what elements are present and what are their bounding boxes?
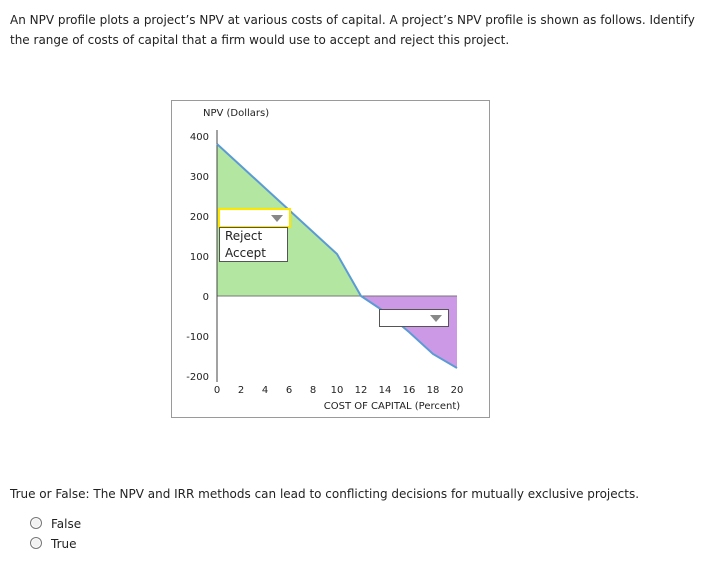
x-tick-label: 4 bbox=[262, 385, 268, 396]
x-tick-label: 18 bbox=[427, 385, 440, 396]
x-tick-label: 2 bbox=[238, 385, 244, 396]
x-tick-label: 16 bbox=[403, 385, 416, 396]
y-tick-label: 200 bbox=[190, 212, 209, 223]
reject-region-dropdown[interactable] bbox=[379, 309, 449, 327]
x-tick-label: 10 bbox=[331, 385, 344, 396]
y-axis-label: NPV (Dollars) bbox=[203, 108, 269, 119]
x-tick-label: 0 bbox=[214, 385, 220, 396]
true-false-question: True or False: The NPV and IRR methods c… bbox=[10, 487, 640, 501]
y-tick-label: 300 bbox=[190, 172, 209, 183]
x-tick-label: 14 bbox=[379, 385, 392, 396]
x-axis-label: COST OF CAPITAL (Percent) bbox=[324, 401, 461, 412]
x-tick-label: 12 bbox=[355, 385, 368, 396]
radio-button-true[interactable] bbox=[30, 537, 42, 549]
npv-profile-line bbox=[216, 143, 458, 369]
y-tick-label: -100 bbox=[186, 332, 209, 343]
chevron-down-icon bbox=[430, 315, 442, 322]
accept-region-dropdown[interactable] bbox=[218, 208, 291, 228]
y-tick-label: -200 bbox=[186, 372, 209, 383]
x-tick-label: 6 bbox=[286, 385, 292, 396]
x-tick-label: 20 bbox=[451, 385, 464, 396]
radio-button-false[interactable] bbox=[30, 517, 42, 529]
y-tick-label: 0 bbox=[203, 292, 209, 303]
x-tick-label: 8 bbox=[310, 385, 316, 396]
dropdown-option-accept[interactable]: Accept bbox=[225, 246, 266, 260]
dropdown-menu: Reject Accept bbox=[219, 227, 288, 262]
option-true-label: True bbox=[51, 537, 77, 551]
chevron-down-icon bbox=[271, 215, 283, 222]
question-text: An NPV profile plots a project’s NPV at … bbox=[10, 13, 695, 47]
y-tick-label: 100 bbox=[190, 252, 209, 263]
dropdown-option-reject[interactable]: Reject bbox=[225, 229, 263, 243]
option-false-label: False bbox=[51, 517, 82, 531]
y-tick-label: 400 bbox=[190, 132, 209, 143]
